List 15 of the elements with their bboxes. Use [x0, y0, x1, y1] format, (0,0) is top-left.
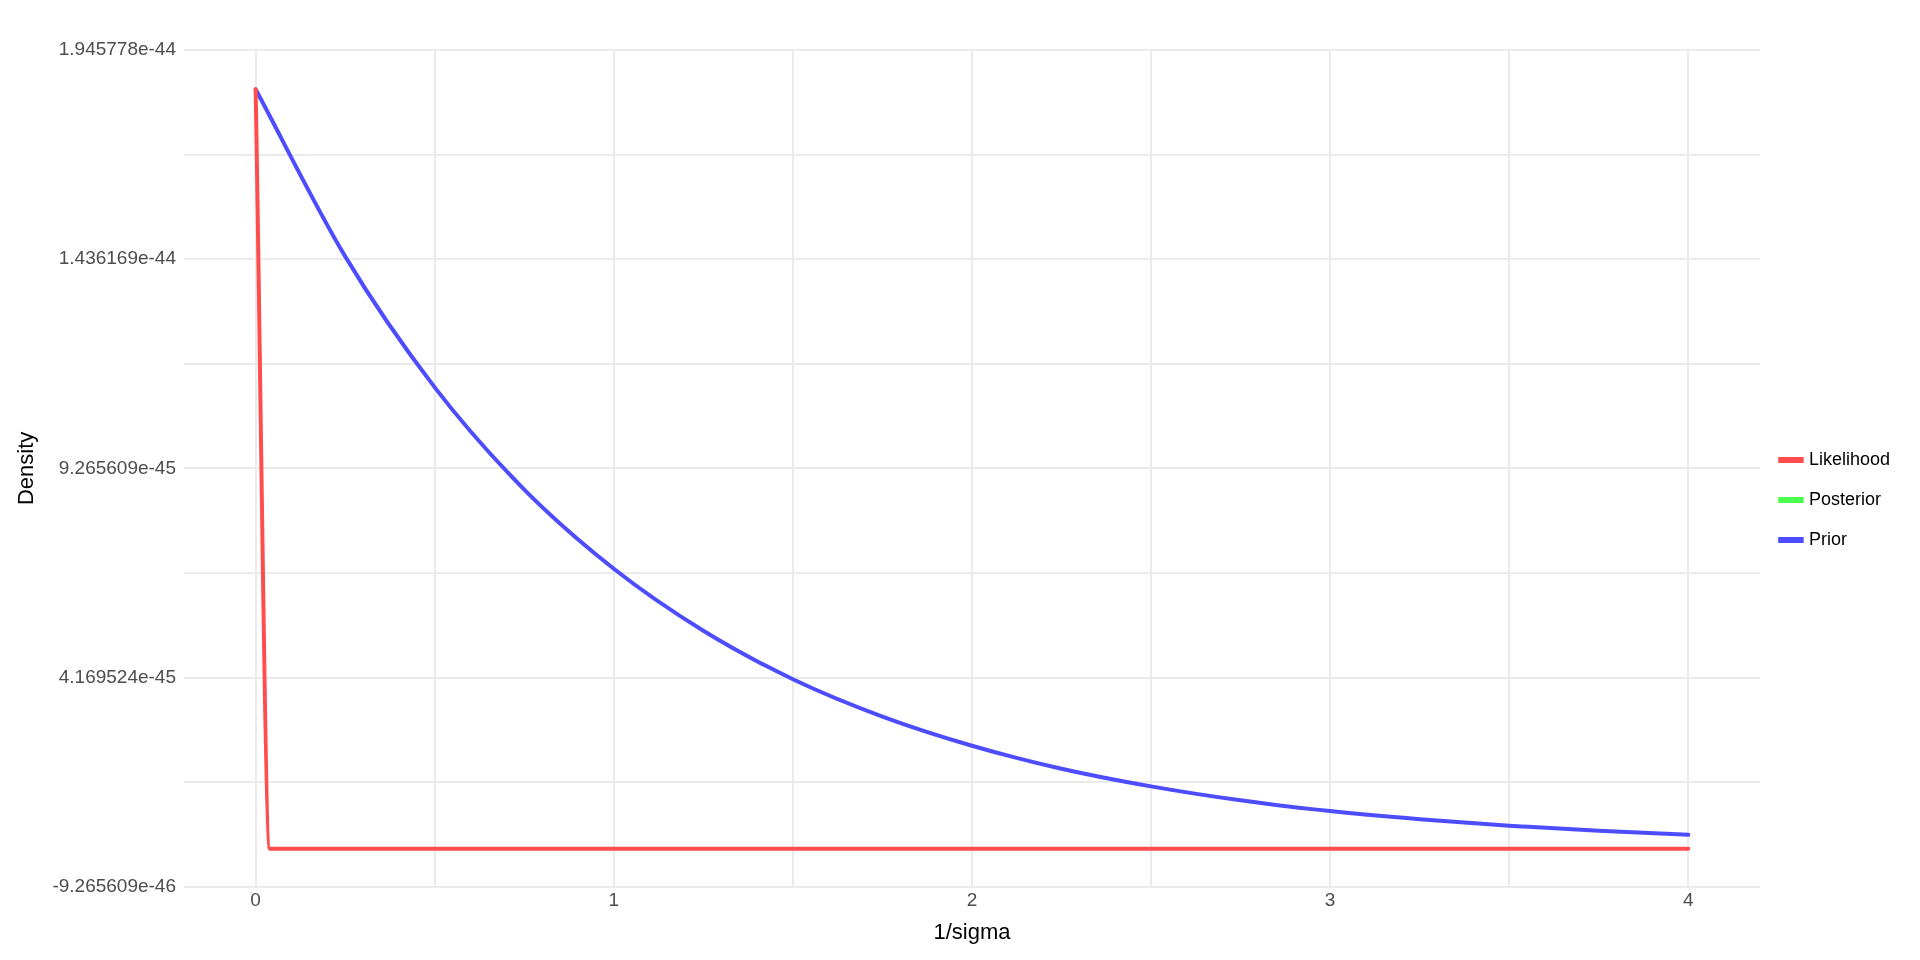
legend-label: Posterior: [1808, 488, 1881, 509]
y-tick-label: 9.265609e-45: [58, 456, 176, 478]
legend-label: Likelihood: [1808, 448, 1890, 469]
y-tick-label: 1.436169e-44: [58, 247, 177, 269]
y-tick-label: 1.945778e-44: [58, 38, 177, 60]
x-tick-label: 2: [966, 889, 978, 911]
x-tick-label: 4: [1683, 889, 1695, 911]
x-tick-label: 1: [608, 889, 620, 911]
y-axis-title: Density: [13, 431, 39, 506]
x-axis-title: 1/sigma: [933, 918, 1012, 944]
y-tick-label: -9.265609e-46: [52, 875, 176, 897]
y-tick-label: 4.169524e-45: [58, 665, 176, 687]
legend-label: Prior: [1808, 528, 1847, 549]
x-tick-label: 3: [1324, 889, 1336, 911]
x-tick-label: 0: [250, 889, 261, 911]
